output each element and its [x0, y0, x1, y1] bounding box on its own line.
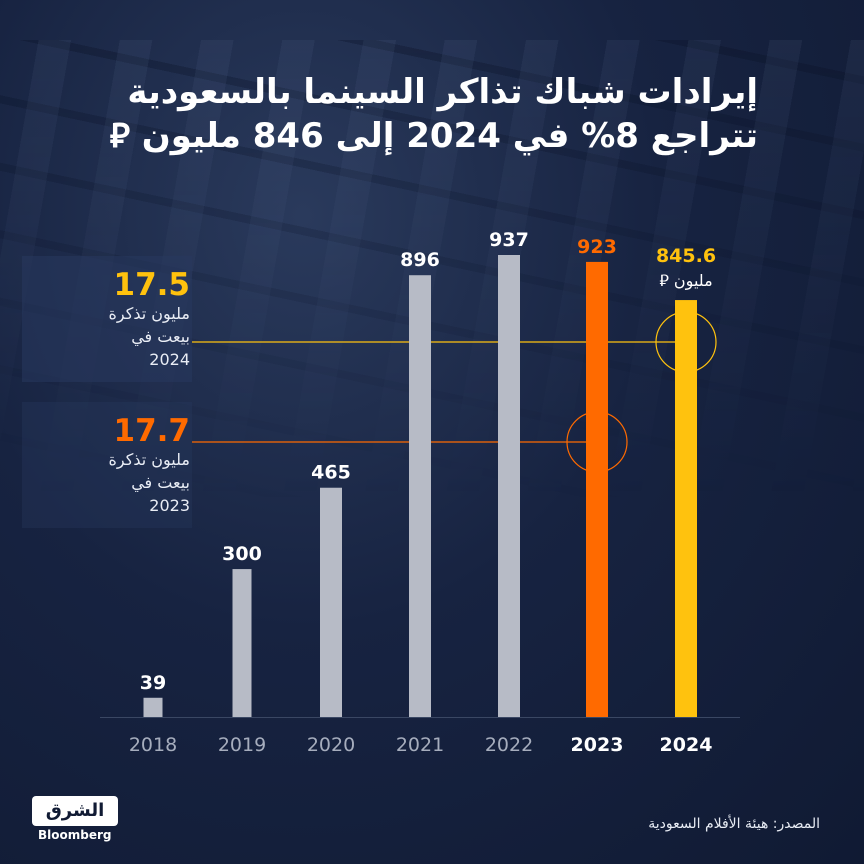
logo-mark: الشرق — [32, 796, 118, 826]
bar-2018 — [143, 697, 163, 717]
unit-label-2024: مليون ⃁ — [659, 271, 712, 291]
x-tick-label-2022: 2022 — [485, 734, 533, 756]
bar-2020 — [320, 487, 342, 717]
bar-2023 — [586, 261, 608, 717]
callout-2023-line2: بيعت في — [131, 473, 190, 492]
bar-2021 — [409, 275, 431, 717]
highlight-circle-2023 — [566, 411, 628, 473]
chart-title: إيرادات شباك تذاكر السينما بالسعودية تتر… — [110, 70, 758, 158]
x-tick-label-2020: 2020 — [307, 734, 355, 756]
asharq-bloomberg-logo: الشرق Bloomberg — [32, 796, 124, 842]
x-tick-label-2019: 2019 — [218, 734, 266, 756]
x-tick-label-2018: 2018 — [129, 734, 177, 756]
x-tick-label-2021: 2021 — [396, 734, 444, 756]
bar-2019 — [232, 569, 252, 717]
bar-value-label-2023: 923 — [577, 236, 617, 258]
callout-2023-line1: مليون تذكرة — [108, 450, 190, 469]
callout-2023-line3: 2023 — [149, 496, 190, 515]
callout-2024-line2: بيعت في — [131, 327, 190, 346]
callout-2023-value: 17.7 — [113, 413, 191, 449]
bar-value-label-2024: 845.6 — [656, 245, 716, 267]
title-line-2: تتراجع 8% في 2024 إلى 846 مليون ⃁ — [109, 116, 758, 156]
bar-value-label-2019: 300 — [222, 543, 262, 565]
bar-2024 — [675, 300, 697, 717]
bar-value-label-2022: 937 — [489, 229, 529, 251]
callout-2023: 17.7 مليون تذكرة بيعت في 2023 — [22, 402, 192, 528]
x-tick-label-2023: 2023 — [571, 734, 624, 756]
callout-2024-line3: 2024 — [149, 350, 190, 369]
bar-value-label-2018: 39 — [140, 672, 166, 694]
callout-2024-value: 17.5 — [113, 267, 191, 303]
callout-2024: 17.5 مليون تذكرة بيعت في 2024 — [22, 256, 192, 382]
logo-brand: Bloomberg — [38, 828, 112, 842]
highlight-circle-2024 — [655, 311, 717, 373]
callout-2024-line1: مليون تذكرة — [108, 304, 190, 323]
title-line-1: إيرادات شباك تذاكر السينما بالسعودية — [127, 72, 758, 112]
bar-2022 — [498, 255, 520, 717]
source-note: المصدر: هيئة الأفلام السعودية — [648, 816, 820, 832]
bar-value-label-2021: 896 — [400, 249, 440, 271]
x-tick-label-2024: 2024 — [660, 734, 713, 756]
bar-value-label-2020: 465 — [311, 462, 351, 484]
